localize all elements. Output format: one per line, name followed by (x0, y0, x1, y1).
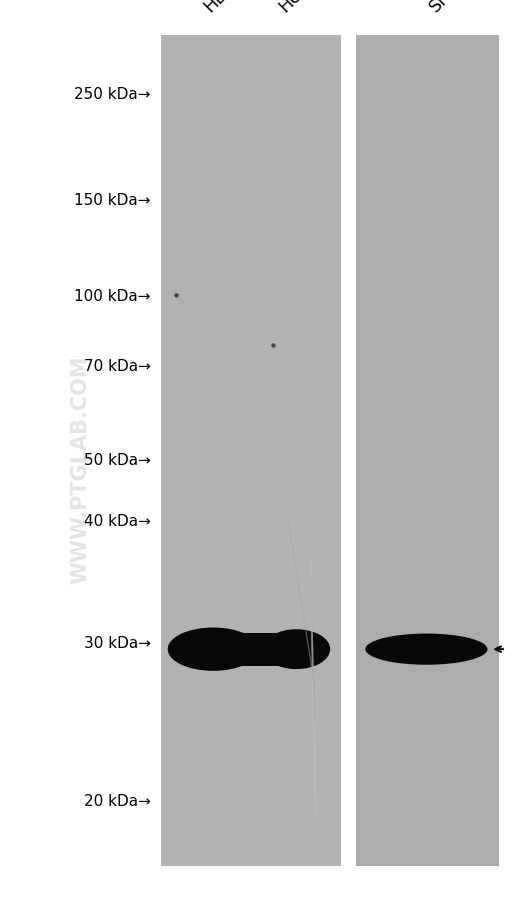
Text: 40 kDa→: 40 kDa→ (84, 514, 151, 529)
Bar (356, 36, 499, 866)
Text: 20 kDa→: 20 kDa→ (84, 794, 151, 808)
Text: 70 kDa→: 70 kDa→ (84, 359, 151, 373)
Text: 50 kDa→: 50 kDa→ (84, 453, 151, 467)
Bar (213, 633, 296, 666)
Text: WWW.PTGLAB.COM: WWW.PTGLAB.COM (71, 354, 90, 584)
Ellipse shape (365, 634, 488, 665)
Text: HEK-293: HEK-293 (200, 0, 265, 16)
Text: 150 kDa→: 150 kDa→ (74, 193, 151, 207)
Text: 250 kDa→: 250 kDa→ (74, 87, 151, 102)
Text: HeLa: HeLa (276, 0, 320, 16)
Ellipse shape (263, 630, 330, 669)
Ellipse shape (167, 628, 259, 671)
Text: 30 kDa→: 30 kDa→ (84, 636, 151, 650)
Text: SH-SY5Y: SH-SY5Y (426, 0, 491, 16)
Text: 100 kDa→: 100 kDa→ (74, 289, 151, 303)
Bar (161, 36, 341, 866)
